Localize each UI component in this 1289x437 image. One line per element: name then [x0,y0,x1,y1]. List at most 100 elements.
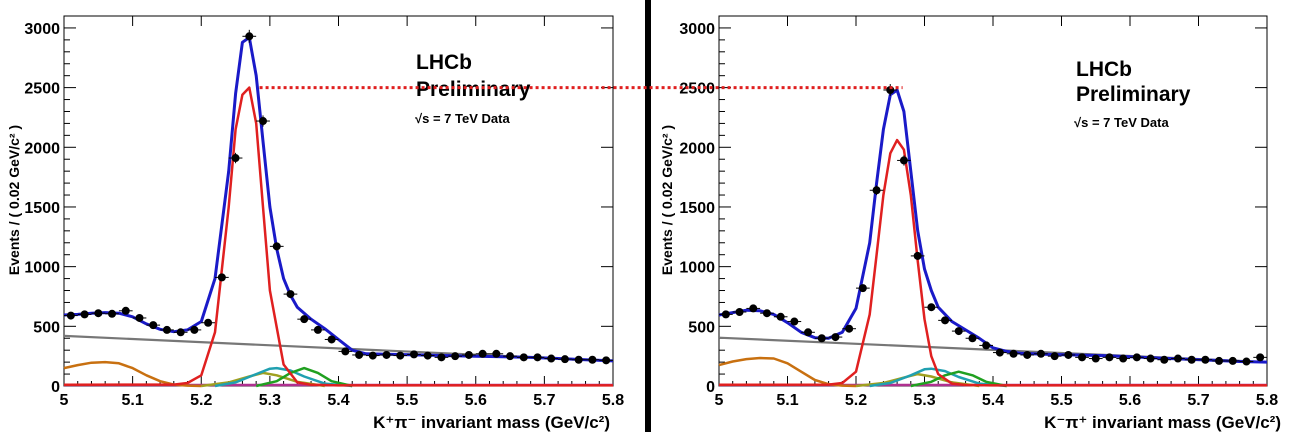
data-point [872,186,881,195]
data-point [1078,353,1087,362]
right-energy-label: √s = 7 TeV Data [1074,115,1169,130]
data-point [1173,354,1182,363]
x-tick-label: 5.1 [122,392,144,409]
data-point [845,324,854,333]
x-tick-label: 5.2 [190,392,212,409]
data-point [968,334,977,343]
data-point [1187,355,1196,364]
right-plot-area: 5 5.1 5.2 5.3 5.4 5.5 5.6 5.7 5.8 0 500 1000 1500 200… [679,15,1278,409]
data-point [149,321,158,330]
data-point [451,352,460,361]
y-tick-label: 1500 [679,200,715,217]
x-tick-label: 5.8 [602,392,624,409]
data-point [1105,353,1114,362]
data-point [355,350,364,359]
y-tick-label: 3000 [24,21,60,38]
data-point [858,284,867,293]
data-point [588,355,597,364]
data-point [66,311,75,320]
data-point [1009,349,1018,358]
right-lhcb-label: LHCb [1076,58,1132,81]
right-preliminary-label: Preliminary [1076,83,1191,106]
panel-separator [645,0,651,432]
x-tick-label: 5.7 [1187,392,1209,409]
x-tick-label: 5.6 [465,392,487,409]
data-point [286,290,295,299]
data-point [1215,356,1224,365]
y-tick-label: 3000 [679,21,715,38]
data-point [1146,354,1155,363]
x-tick-label: 5.1 [776,392,798,409]
data-point [776,312,785,321]
signal-curve [63,86,613,387]
data-point [135,313,144,322]
data-point [245,32,254,41]
y-tick-label: 500 [33,319,60,336]
left-lhcb-label: LHCb [416,51,472,74]
data-point [817,334,826,343]
data-point [927,303,936,312]
y-tick-label: 2000 [24,140,60,157]
data-point [1036,349,1045,358]
data-point [341,347,350,356]
data-point [437,353,446,362]
data-point [790,317,799,326]
y-tick-label: 2500 [679,81,715,98]
data-point [1064,350,1073,359]
data-point [899,156,908,165]
data-point [478,349,487,358]
right-y-axis-title: Events / ( 0.02 GeV/c² ) [659,125,675,275]
plot-frame [63,15,614,387]
data-point [1256,353,1265,362]
data-point [735,308,744,316]
x-tick-label: 5.4 [327,392,349,409]
left-preliminary-label: Preliminary [416,78,531,101]
data-point [396,351,405,360]
left-panel: 5 5.1 5.2 5.3 5.4 5.5 5.6 5.7 5.8 0 500 1000 1500 200… [6,15,624,432]
y-tick-label: 0 [706,379,715,396]
data-point [560,355,569,364]
peaking-background-2-curve [255,366,353,388]
left-energy-label: √s = 7 TeV Data [415,111,510,126]
x-tick-label: 5.2 [845,392,867,409]
x-tick-label: 5 [60,392,69,409]
peaking-background-1-curve [869,367,1007,388]
data-point [162,325,171,334]
data-point [492,349,501,358]
data-point [602,356,611,365]
data-point [1119,354,1128,363]
data-point [259,117,268,126]
data-point [1023,350,1032,359]
signal-curve [718,138,1267,387]
y-tick-label: 1000 [24,260,60,277]
data-point [368,351,377,360]
x-tick-label: 5.3 [913,392,935,409]
data-point [80,310,89,319]
peaking-background-2-curve [910,370,1007,388]
x-tick-label: 5.3 [259,392,281,409]
data-point [1160,355,1169,364]
y-tick-label: 2000 [679,140,715,157]
data-point [231,154,240,163]
y-tick-label: 0 [51,379,60,396]
data-point [272,242,281,251]
data-point [409,350,418,359]
data-point [1228,356,1237,365]
right-x-axis-title: K⁻π⁺ invariant mass (GeV/c²) [1044,413,1281,432]
data-point [190,325,199,334]
data-point [913,251,922,260]
data-point [506,352,515,361]
left-y-axis-title: Events / ( 0.02 GeV/c² ) [6,125,22,275]
data-point [1050,352,1059,361]
data-point [533,353,542,362]
data-point [423,351,432,360]
data-point [1201,355,1210,364]
x-tick-label: 5.5 [1050,392,1072,409]
x-tick-label: 5.4 [982,392,1004,409]
data-point [831,333,840,342]
data-point [1242,357,1251,366]
data-point [954,327,963,336]
x-tick-label: 5.5 [396,392,418,409]
